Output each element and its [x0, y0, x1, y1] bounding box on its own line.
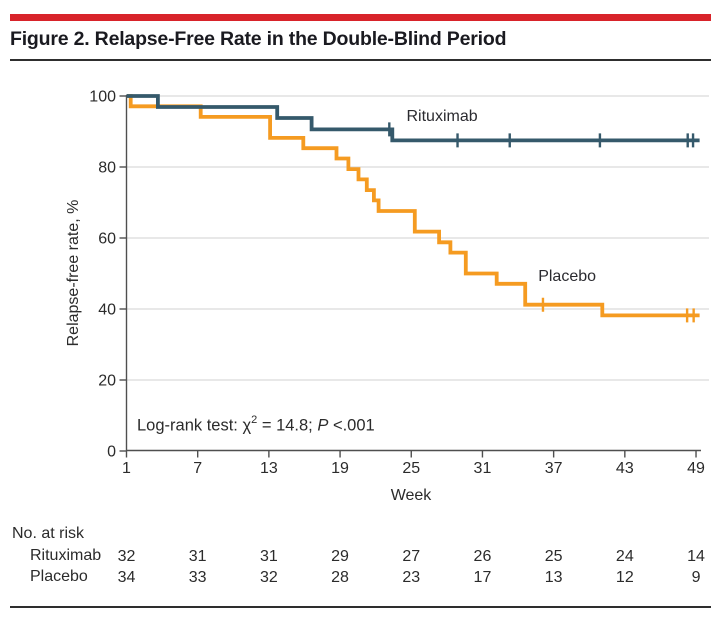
risk-count-rituximab: 25 [545, 548, 563, 565]
y-tick-label: 0 [107, 444, 116, 461]
series-label-placebo: Placebo [538, 268, 597, 286]
annotation-mid: = 14.8; [257, 416, 318, 435]
annotation-prefix: Log-rank test: χ [137, 416, 252, 435]
y-tick-label: 80 [98, 160, 116, 177]
x-tick-label: 49 [687, 460, 705, 477]
accent-bar [10, 14, 711, 21]
risk-count-placebo: 9 [692, 569, 701, 586]
risk-count-placebo: 13 [545, 569, 563, 586]
risk-count-rituximab: 14 [687, 548, 705, 565]
annotation-pvalue-symbol: P [317, 416, 329, 435]
x-tick-label: 43 [616, 460, 634, 477]
risk-count-rituximab: 24 [616, 548, 634, 565]
annotation-superscript: 2 [251, 414, 258, 426]
risk-count-placebo: 32 [260, 569, 278, 586]
risk-count-rituximab: 27 [402, 548, 420, 565]
y-tick-label: 40 [98, 302, 116, 319]
no-at-risk-header: No. at risk [12, 525, 85, 542]
risk-count-rituximab: 31 [260, 548, 278, 565]
risk-count-placebo: 28 [331, 569, 349, 586]
survival-curve-rituximab [126, 94, 700, 143]
survival-curve-placebo [126, 94, 700, 318]
bottom-divider [10, 606, 711, 608]
risk-count-placebo: 34 [118, 569, 136, 586]
x-tick-label: 25 [402, 460, 420, 477]
x-tick-label: 37 [545, 460, 563, 477]
risk-row-label-placebo: Placebo [30, 568, 88, 585]
risk-count-rituximab: 32 [118, 548, 136, 565]
x-tick-label: 19 [331, 460, 349, 477]
x-tick-label: 7 [193, 460, 202, 477]
x-tick-label: 13 [260, 460, 278, 477]
x-axis-title: Week [390, 487, 432, 504]
risk-count-placebo: 23 [402, 569, 420, 586]
annotation-suffix: <.001 [328, 416, 375, 435]
risk-row-label-rituximab: Rituximab [30, 547, 102, 564]
y-tick-label: 100 [89, 89, 116, 106]
risk-count-rituximab: 26 [474, 548, 492, 565]
top-divider [10, 59, 711, 61]
risk-count-placebo: 17 [474, 569, 492, 586]
risk-count-rituximab: 29 [331, 548, 349, 565]
risk-count-placebo: 33 [189, 569, 207, 586]
figure-title: Figure 2. Relapse-Free Rate in the Doubl… [10, 28, 507, 50]
risk-count-rituximab: 31 [189, 548, 207, 565]
y-tick-label: 60 [98, 231, 116, 248]
x-tick-label: 31 [474, 460, 492, 477]
y-tick-label: 20 [98, 373, 116, 390]
logrank-annotation: Log-rank test: χ2 = 14.8; P <.001 [137, 414, 375, 436]
y-axis-title: Relapse-free rate, % [65, 199, 82, 347]
series-label-rituximab: Rituximab [406, 108, 478, 126]
x-tick-label: 1 [122, 460, 131, 477]
risk-count-placebo: 12 [616, 569, 634, 586]
